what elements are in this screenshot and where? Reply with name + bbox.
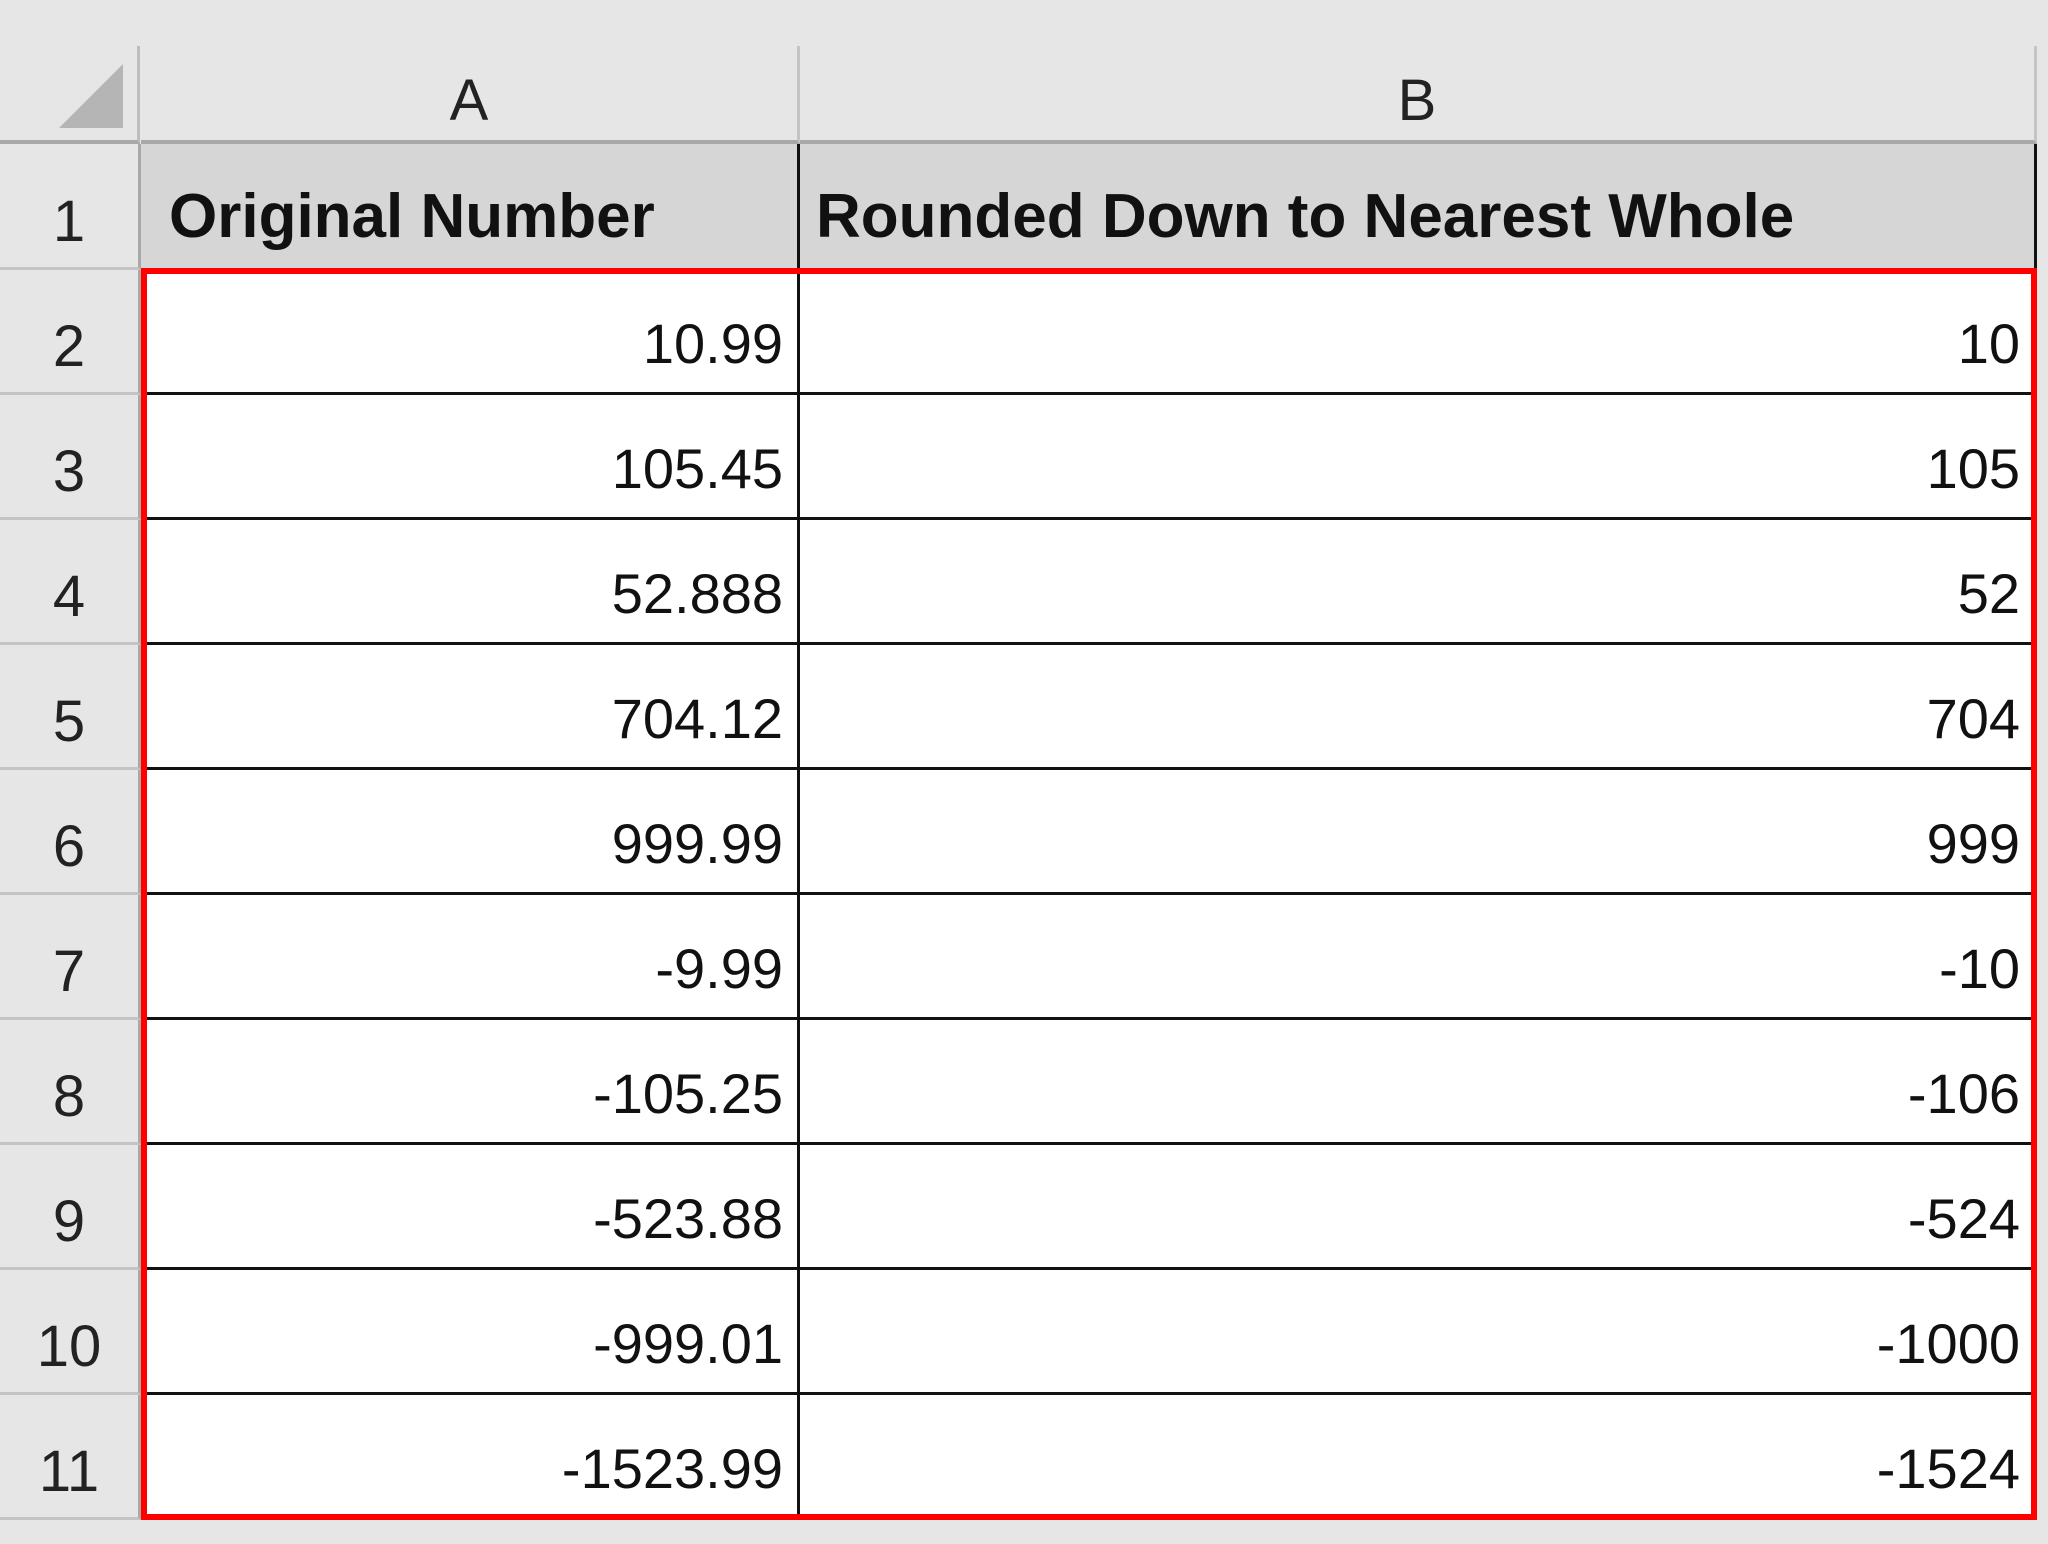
column-header-b[interactable]: B: [800, 46, 2037, 144]
row-header[interactable]: 5: [0, 645, 141, 770]
cell-b1[interactable]: Rounded Down to Nearest Whole: [800, 144, 2037, 268]
row-header[interactable]: 9: [0, 1145, 141, 1270]
cell-b[interactable]: -106: [800, 1020, 2037, 1145]
cell-a[interactable]: -9.99: [141, 895, 800, 1020]
row-header[interactable]: 10: [0, 1270, 141, 1395]
cell-a[interactable]: 704.12: [141, 645, 800, 770]
select-all-button[interactable]: [0, 46, 140, 144]
cell-b[interactable]: 52: [800, 520, 2037, 645]
cell-b[interactable]: 105: [800, 395, 2037, 520]
cell-a[interactable]: 105.45: [141, 395, 800, 520]
cell-a[interactable]: -523.88: [141, 1145, 800, 1270]
cell-b[interactable]: -10: [800, 895, 2037, 1020]
cell-a1[interactable]: Original Number: [141, 144, 800, 268]
cell-a[interactable]: 999.99: [141, 770, 800, 895]
row-header[interactable]: 6: [0, 770, 141, 895]
row-header[interactable]: 2: [0, 270, 141, 395]
cell-b[interactable]: 10: [800, 270, 2037, 395]
row-header[interactable]: 4: [0, 520, 141, 645]
cell-a[interactable]: -1523.99: [141, 1395, 800, 1520]
cell-a[interactable]: 10.99: [141, 270, 800, 395]
cell-b[interactable]: 999: [800, 770, 2037, 895]
cell-a[interactable]: 52.888: [141, 520, 800, 645]
cell-b[interactable]: -1524: [800, 1395, 2037, 1520]
row-header[interactable]: 8: [0, 1020, 141, 1145]
row-header[interactable]: 3: [0, 395, 141, 520]
cell-b[interactable]: -524: [800, 1145, 2037, 1270]
cell-a[interactable]: -105.25: [141, 1020, 800, 1145]
cell-a[interactable]: -999.01: [141, 1270, 800, 1395]
row-header[interactable]: 11: [0, 1395, 141, 1520]
row-header-1[interactable]: 1: [0, 144, 141, 270]
select-all-triangle-icon: [59, 64, 123, 128]
row-header[interactable]: 7: [0, 895, 141, 1020]
cell-b[interactable]: 704: [800, 645, 2037, 770]
column-header-a[interactable]: A: [141, 46, 800, 144]
cell-b[interactable]: -1000: [800, 1270, 2037, 1395]
